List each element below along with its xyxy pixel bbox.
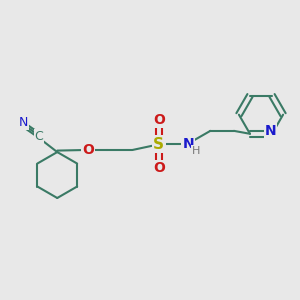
Text: O: O bbox=[82, 143, 94, 157]
Text: O: O bbox=[153, 113, 165, 127]
Text: S: S bbox=[153, 136, 164, 152]
Text: N: N bbox=[19, 116, 28, 128]
Text: C: C bbox=[34, 130, 43, 143]
Text: H: H bbox=[192, 146, 201, 156]
Text: N: N bbox=[265, 124, 276, 138]
Text: O: O bbox=[153, 161, 165, 175]
Text: N: N bbox=[182, 137, 194, 151]
